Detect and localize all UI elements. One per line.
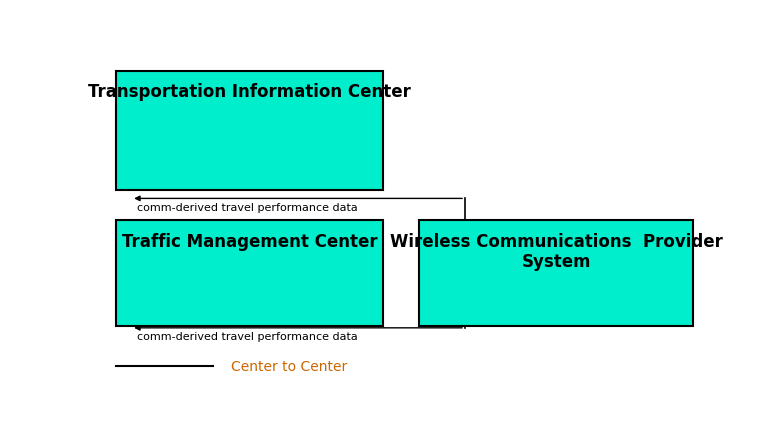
Text: comm-derived travel performance data: comm-derived travel performance data <box>137 332 358 341</box>
Bar <box>116 221 383 326</box>
Text: Transportation Information Center: Transportation Information Center <box>88 83 411 101</box>
Text: comm-derived travel performance data: comm-derived travel performance data <box>137 202 358 212</box>
Text: Wireless Communications  Provider
System: Wireless Communications Provider System <box>390 232 723 271</box>
Bar <box>420 221 693 326</box>
Text: Center to Center: Center to Center <box>232 359 348 373</box>
Text: Traffic Management Center: Traffic Management Center <box>122 232 377 250</box>
Bar <box>116 71 383 190</box>
